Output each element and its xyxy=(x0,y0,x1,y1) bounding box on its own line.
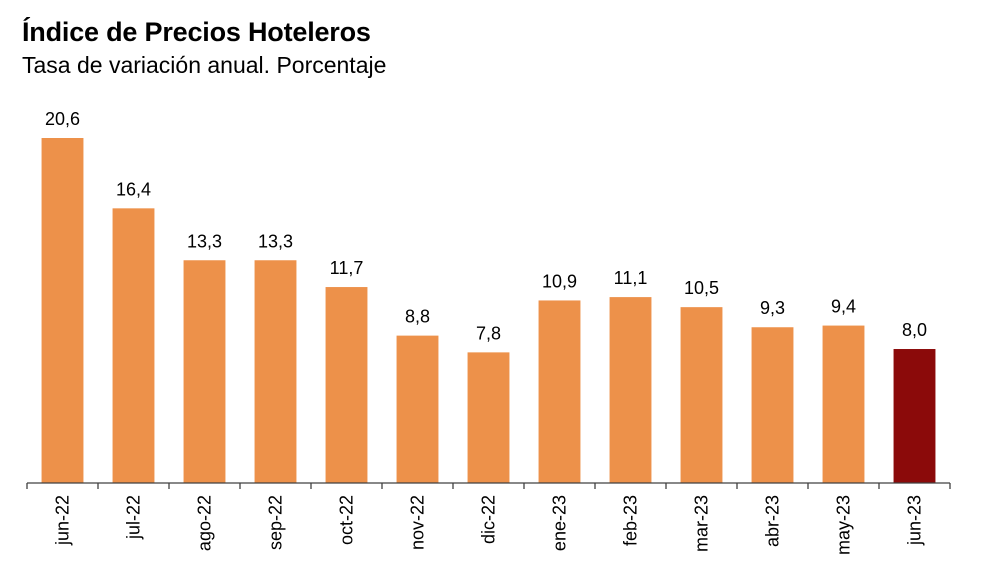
x-tick-label: oct-22 xyxy=(337,495,357,545)
bars-group xyxy=(41,138,936,483)
x-tick-label: nov-22 xyxy=(408,495,428,550)
data-label: 8,8 xyxy=(405,307,430,327)
x-axis-ticks xyxy=(26,483,951,489)
data-label: 13,3 xyxy=(187,231,222,251)
bar-ene-23 xyxy=(538,300,581,483)
data-label: 7,8 xyxy=(476,323,501,343)
x-tick-label: sep-22 xyxy=(266,495,286,550)
bar-oct-22 xyxy=(325,287,368,483)
bar-mar-23 xyxy=(680,307,723,483)
data-label: 16,4 xyxy=(116,179,151,199)
x-tick-label: jun-22 xyxy=(53,495,73,546)
data-label: 11,7 xyxy=(330,258,364,278)
data-label: 9,4 xyxy=(831,297,856,317)
data-label: 8,0 xyxy=(902,320,927,340)
bar-may-23 xyxy=(822,325,865,483)
data-label: 10,9 xyxy=(542,271,577,291)
data-label: 9,3 xyxy=(760,298,785,318)
x-tick-label: mar-23 xyxy=(692,495,712,552)
x-tick-label: ene-23 xyxy=(550,495,570,551)
bar-dic-22 xyxy=(467,352,510,483)
chart-subtitle: Tasa de variación anual. Porcentaje xyxy=(22,52,387,78)
bar-ago-22 xyxy=(183,260,226,483)
x-tick-label: jun-23 xyxy=(905,495,925,546)
bar-jul-22 xyxy=(112,208,155,483)
x-tick-label: feb-23 xyxy=(621,495,641,546)
x-tick-labels: jun-22 jul-22 ago-22 sep-22 oct-22 nov-22 dic-… xyxy=(53,495,925,555)
x-tick-label: dic-22 xyxy=(479,495,499,544)
x-tick-label: ago-22 xyxy=(195,495,215,551)
bar-abr-23 xyxy=(751,327,794,483)
bar-jun-22 xyxy=(41,138,84,483)
chart-title: Índice de Precios Hoteleros xyxy=(22,17,371,47)
data-label: 13,3 xyxy=(258,231,293,251)
value-labels-group: 20,6 16,4 13,3 13,3 11,7 8,8 7,8 10,9 11,1 10,5 9,… xyxy=(45,109,927,343)
x-tick-label: jul-22 xyxy=(124,495,144,540)
bar-feb-23 xyxy=(609,297,652,483)
data-label: 10,5 xyxy=(684,278,719,298)
x-tick-label: abr-23 xyxy=(763,495,783,547)
bar-sep-22 xyxy=(254,260,297,483)
x-tick-label: may-23 xyxy=(834,495,854,555)
bar-nov-22 xyxy=(396,335,439,483)
data-label: 11,1 xyxy=(614,268,648,288)
bar-jun-23 xyxy=(893,349,936,483)
data-label: 20,6 xyxy=(45,109,80,129)
